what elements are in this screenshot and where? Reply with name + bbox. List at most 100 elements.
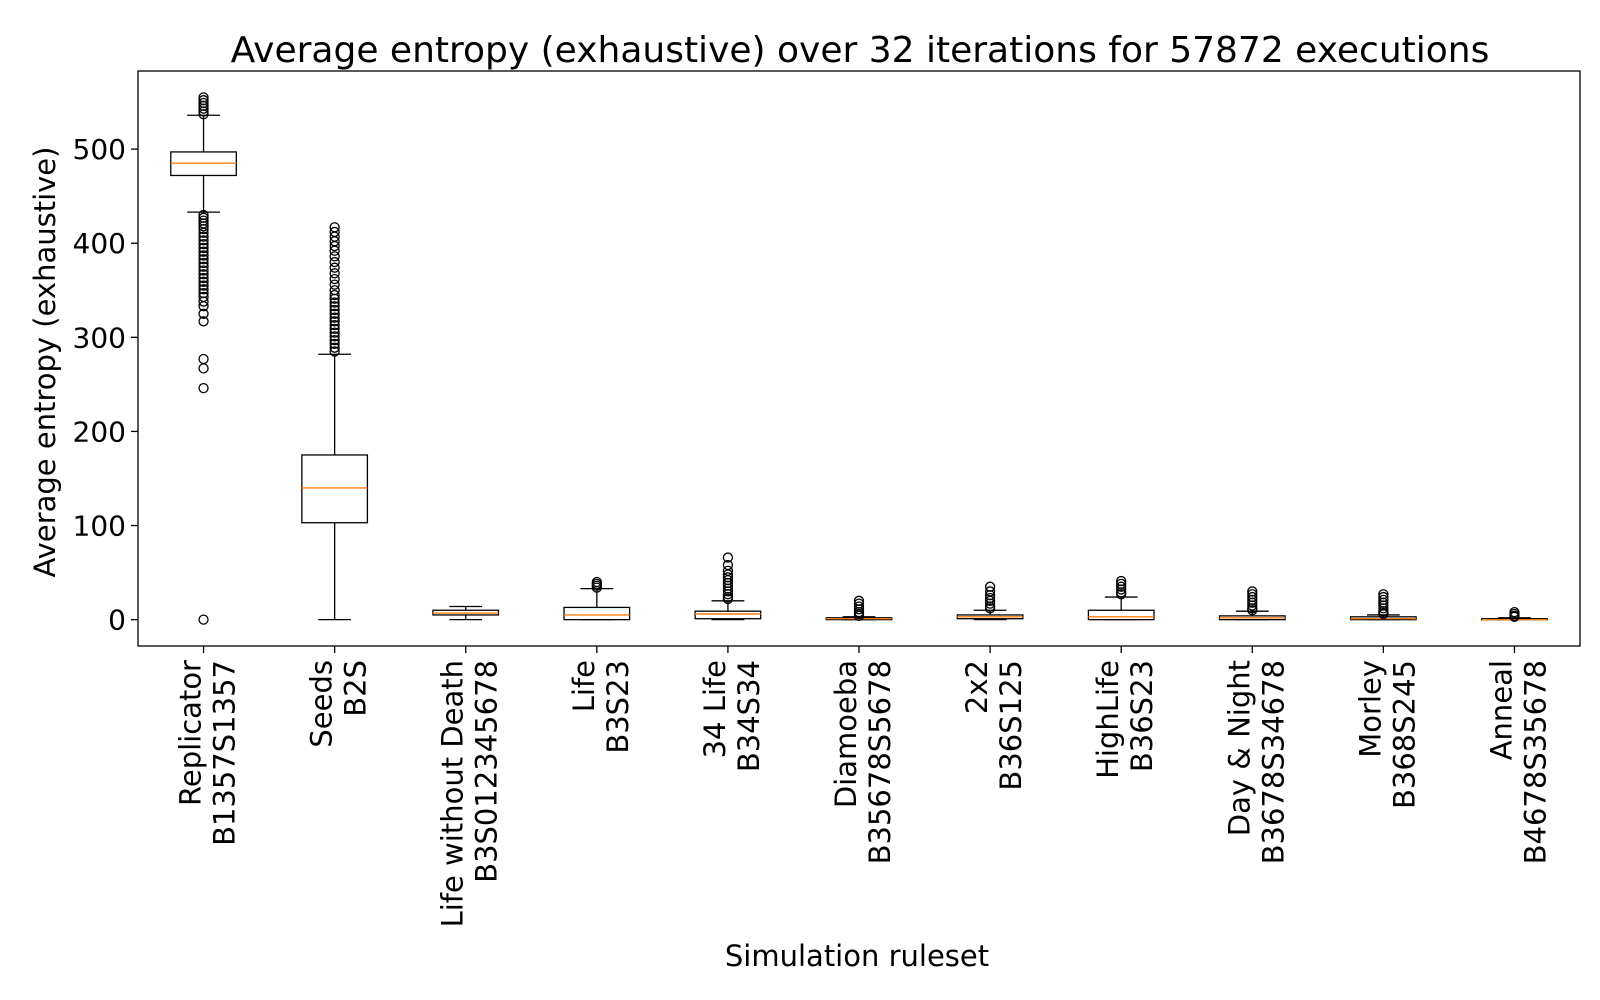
x-tick-label: LifeB3S23 [567, 660, 635, 754]
outlier-point [198, 254, 209, 265]
y-tick-label: 200 [73, 415, 126, 448]
x-tick-label-name: Day & Night [1222, 660, 1256, 836]
x-tick-label: DiamoebaB35678S5678 [829, 660, 897, 864]
outlier-point [1116, 589, 1127, 600]
x-tick-label-name: Morley [1353, 660, 1387, 758]
outlier-point [1247, 605, 1258, 616]
x-tick-label-rule: B4678S35678 [1518, 660, 1552, 864]
outlier-point [329, 319, 340, 331]
outlier-point [722, 589, 734, 600]
x-tick-label: 2x2B36S125 [960, 660, 1028, 791]
x-tick-label-name: Anneal [1484, 660, 1518, 760]
outlier-point [329, 323, 340, 335]
outlier-point [984, 598, 996, 609]
x-tick-label-name: 34 Life [698, 660, 732, 758]
outlier-point [1378, 608, 1389, 620]
box-group: ReplicatorB1357S1357 [170, 92, 242, 846]
outlier-point [329, 301, 340, 312]
outlier-point [198, 257, 209, 269]
outlier-point [329, 312, 340, 323]
x-tick-label-rule: B3S012345678 [470, 660, 504, 883]
x-tick-label-name: Life [567, 660, 601, 712]
outlier-point [198, 296, 209, 307]
x-tick-label-rule: B36S125 [994, 660, 1028, 791]
outlier-point [329, 338, 340, 350]
plot-area: 0 100 200 300 400 500 ReplicatorB1357S1357 Seed… [73, 70, 1581, 927]
x-tick-label: Life without DeathB3S012345678 [436, 660, 504, 927]
outlier-point [198, 235, 209, 246]
y-tick-label: 500 [73, 133, 126, 166]
x-tick-label-rule: B3678S34678 [1256, 660, 1290, 864]
outlier-point [329, 256, 340, 268]
y-axis-label: Average entropy (exhaustive) [28, 147, 62, 578]
outlier-point [329, 273, 340, 285]
outlier-point [198, 284, 209, 295]
box-iqr [694, 610, 762, 620]
y-tick-label: 300 [73, 321, 126, 354]
outlier-point [1247, 597, 1258, 608]
x-tick-label: SeedsB2S [305, 660, 373, 748]
box-group: Day & NightB3678S34678 [1218, 586, 1290, 864]
y-tick-label: 400 [73, 227, 126, 260]
outlier-point [1116, 581, 1127, 592]
x-tick-label-rule: B368S245 [1387, 660, 1421, 809]
box-group: 2x2B36S125 [956, 581, 1028, 791]
outlier-point [1247, 600, 1258, 611]
y-tick-label: 100 [73, 510, 126, 543]
x-tick-label-name: Diamoeba [829, 660, 863, 808]
outlier-point [329, 331, 340, 342]
box-group: HighLifeB36S23 [1087, 575, 1159, 779]
outlier-point [198, 280, 209, 291]
outlier-point [329, 245, 340, 256]
x-tick-label-rule: B34S34 [732, 660, 766, 772]
box-group: Life without DeathB3S012345678 [432, 605, 504, 927]
outlier-point [198, 223, 209, 235]
box-iqr [1087, 609, 1155, 621]
box-group: LifeB3S23 [563, 576, 635, 754]
chart-title: Average entropy (exhaustive) over 32 ite… [231, 30, 1490, 71]
outlier-point [329, 334, 340, 346]
x-tick-label: Day & NightB3678S34678 [1222, 660, 1290, 864]
outlier-point [329, 240, 340, 252]
outlier-point [329, 327, 340, 338]
outlier-point [198, 382, 209, 394]
x-tick-label-name: Replicator [174, 660, 208, 806]
x-tick-label-name: Seeds [305, 660, 339, 748]
outlier-point [198, 316, 209, 327]
outlier-point [198, 221, 209, 232]
outlier-point [329, 289, 340, 301]
outlier-point [198, 301, 209, 312]
x-tick-label: ReplicatorB1357S1357 [174, 660, 242, 846]
outlier-point [329, 297, 340, 308]
outlier-point [722, 586, 734, 597]
outlier-point [329, 268, 340, 279]
outlier-point [198, 246, 209, 257]
x-tick-label: HighLifeB36S23 [1091, 660, 1159, 779]
x-tick-label: MorleyB368S245 [1353, 660, 1421, 809]
box-group: 34 LifeB34S34 [694, 552, 766, 772]
outlier-point [198, 103, 209, 114]
outlier-point [853, 610, 865, 622]
box-group: MorleyB368S245 [1349, 589, 1421, 809]
outlier-point [984, 595, 996, 606]
outlier-point [329, 346, 340, 357]
outlier-point [853, 604, 865, 615]
outlier-point [198, 261, 209, 272]
outlier-point [198, 363, 209, 374]
outlier-point [329, 262, 340, 273]
outlier-point [1116, 584, 1127, 595]
x-tick-label-name: HighLife [1091, 660, 1125, 779]
box-iqr [563, 606, 631, 621]
x-axis-label: Simulation ruleset [725, 939, 989, 973]
x-tick-label: 34 LifeB34S34 [698, 660, 766, 772]
outlier-point [198, 239, 209, 250]
outlier-point [198, 250, 209, 261]
x-tick-label: AnnealB4678S35678 [1484, 660, 1552, 864]
outlier-point [198, 272, 209, 284]
outlier-point [198, 308, 209, 319]
box-group: SeedsB2S [301, 222, 373, 748]
x-tick-label-rule: B2S [339, 660, 373, 717]
box-group: DiamoebaB35678S5678 [825, 595, 897, 864]
